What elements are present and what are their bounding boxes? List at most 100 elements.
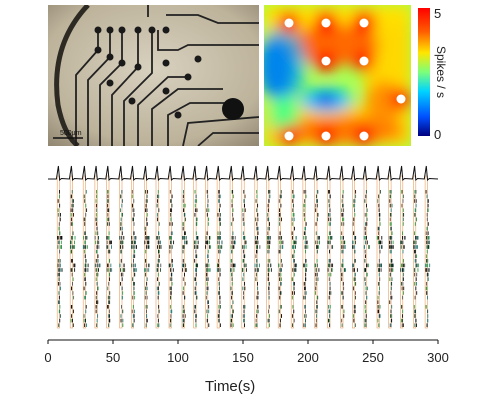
spike-tick [84,268,86,272]
spike-tick [170,295,172,300]
spike-tick [171,272,173,277]
spike-tick [87,268,89,272]
spike-tick [73,213,75,217]
spike-tick [328,277,330,281]
spike-tick [377,199,379,203]
spike-tick [218,305,220,309]
spike-tick [98,263,100,268]
spike-tick [414,194,416,199]
spike-tick [109,240,111,245]
spike-tick [389,203,391,208]
spike-tick [194,199,196,203]
spike-tick [111,240,112,245]
spike-tick [367,263,369,268]
spike-tick [269,190,271,194]
spike-tick [108,282,110,286]
spike-tick [185,240,187,245]
spike-tick [72,309,74,314]
spike-tick [133,208,135,212]
spike-tick [206,213,208,217]
spike-tick [108,309,110,314]
spike-tick [195,249,197,254]
spike-tick [427,231,429,235]
spike-tick [390,226,392,231]
spike-tick [392,240,394,245]
spike-tick [71,199,73,203]
spike-tick [390,286,392,291]
spike-tick [184,213,186,217]
spike-tick [134,268,136,272]
spike-tick [353,199,355,203]
spike-tick [158,282,160,286]
spike-tick [365,314,367,318]
spike-tick [328,305,330,309]
spike-tick [328,295,330,300]
spike-tick [157,236,159,240]
spike-tick [389,249,391,254]
spike-tick [317,305,318,309]
spike-tick [83,217,85,222]
spike-tick [353,314,354,318]
spike-tick [364,305,366,309]
spike-tick [342,295,344,300]
spike-tick [243,236,244,240]
spike-tick [378,226,380,231]
spike-tick [245,240,247,245]
spike-tick [293,318,295,323]
spike-tick [245,268,247,272]
spike-tick [426,272,428,277]
spike-tick [366,263,367,268]
spike-tick [231,190,233,194]
spike-tick [218,314,220,318]
spike-tick [107,199,109,203]
spike-tick [378,272,380,277]
spike-tick [341,245,343,249]
spike-tick [414,309,416,314]
spike-tick [305,194,307,199]
spike-tick [389,263,391,268]
spike-tick [58,295,60,300]
spike-tick [314,263,316,268]
spike-tick [131,190,133,194]
spike-tick [194,213,196,217]
spike-tick [83,249,85,254]
spike-tick [414,199,416,203]
spike-tick [196,263,198,268]
spike-tick [292,323,293,327]
spike-tick [364,213,366,217]
spike-tick [353,318,355,323]
spike-tick [427,259,429,263]
spike-tick [341,222,343,226]
spike-tick [389,240,390,245]
spike-tick [255,323,257,327]
spike-tick [402,208,404,212]
spike-tick [256,259,258,263]
spike-tick [364,231,366,235]
spike-tick [74,240,75,245]
spike-tick [108,217,110,222]
spike-tick [256,249,258,254]
spike-tick [341,305,343,309]
spike-tick [279,213,280,217]
spike-tick [108,231,110,235]
spike-tick [135,263,137,268]
spike-tick [416,236,418,240]
spike-tick [353,203,355,208]
spike-tick [70,240,72,245]
spike-tick [391,203,393,208]
electrode-traces [75,5,259,146]
spike-tick [109,300,111,304]
spike-tick [233,263,235,268]
spike-tick [329,309,331,314]
spike-tick [131,263,133,268]
spike-tick [293,272,295,277]
spike-tick [279,240,281,245]
spike-tick [390,309,392,314]
spike-tick [330,236,332,240]
spike-tick [145,286,147,291]
spike-tick [108,222,110,226]
spike-tick [268,249,270,254]
spike-tick [218,277,220,281]
spike-tick [344,245,346,249]
spike-tick [171,282,173,286]
